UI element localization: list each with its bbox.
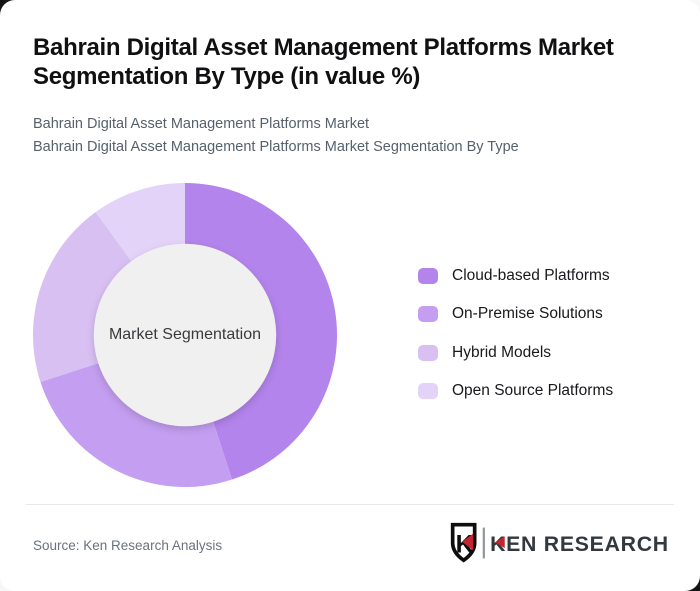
chart-subtitle: Bahrain Digital Asset Management Platfor… — [33, 113, 673, 158]
logo-k-triangle-icon — [495, 536, 505, 549]
donut-hole — [93, 243, 277, 427]
legend-item: Hybrid Models — [418, 334, 613, 372]
legend-label: Hybrid Models — [452, 343, 552, 361]
footer-divider — [26, 504, 674, 505]
page-title: Bahrain Digital Asset Management Platfor… — [33, 33, 673, 91]
chart-legend: Cloud-based Platforms On-Premise Solutio… — [418, 257, 613, 410]
legend-label: On-Premise Solutions — [452, 305, 603, 323]
chart-subtitle-line1: Bahrain Digital Asset Management Platfor… — [33, 116, 370, 132]
legend-item: Cloud-based Platforms — [418, 257, 613, 295]
ken-research-logo: K KEN RESEARCH — [450, 522, 669, 563]
legend-item: On-Premise Solutions — [418, 295, 613, 333]
donut-svg — [33, 183, 337, 487]
legend-label: Cloud-based Platforms — [452, 267, 610, 285]
page-title-line1: Bahrain Digital Asset Management Platfor… — [33, 34, 614, 61]
chart-subtitle-line2: Bahrain Digital Asset Management Platfor… — [33, 138, 519, 155]
logo-divider-bar — [482, 527, 485, 559]
source-note: Source: Ken Research Analysis — [33, 538, 223, 553]
logo-shield-triangle-icon — [462, 533, 474, 551]
page-title-line2: Segmentation By Type (in value %) — [33, 63, 421, 90]
logo-wordmark: KEN RESEARCH — [490, 532, 669, 556]
legend-swatch-opensource — [418, 383, 438, 400]
legend-item: Open Source Platforms — [418, 372, 613, 410]
donut-chart: Market Segmentation — [33, 183, 337, 487]
legend-swatch-onpremise — [418, 306, 438, 323]
legend-label: Open Source Platforms — [452, 382, 614, 400]
legend-swatch-cloud — [418, 268, 438, 285]
legend-swatch-hybrid — [418, 344, 438, 361]
